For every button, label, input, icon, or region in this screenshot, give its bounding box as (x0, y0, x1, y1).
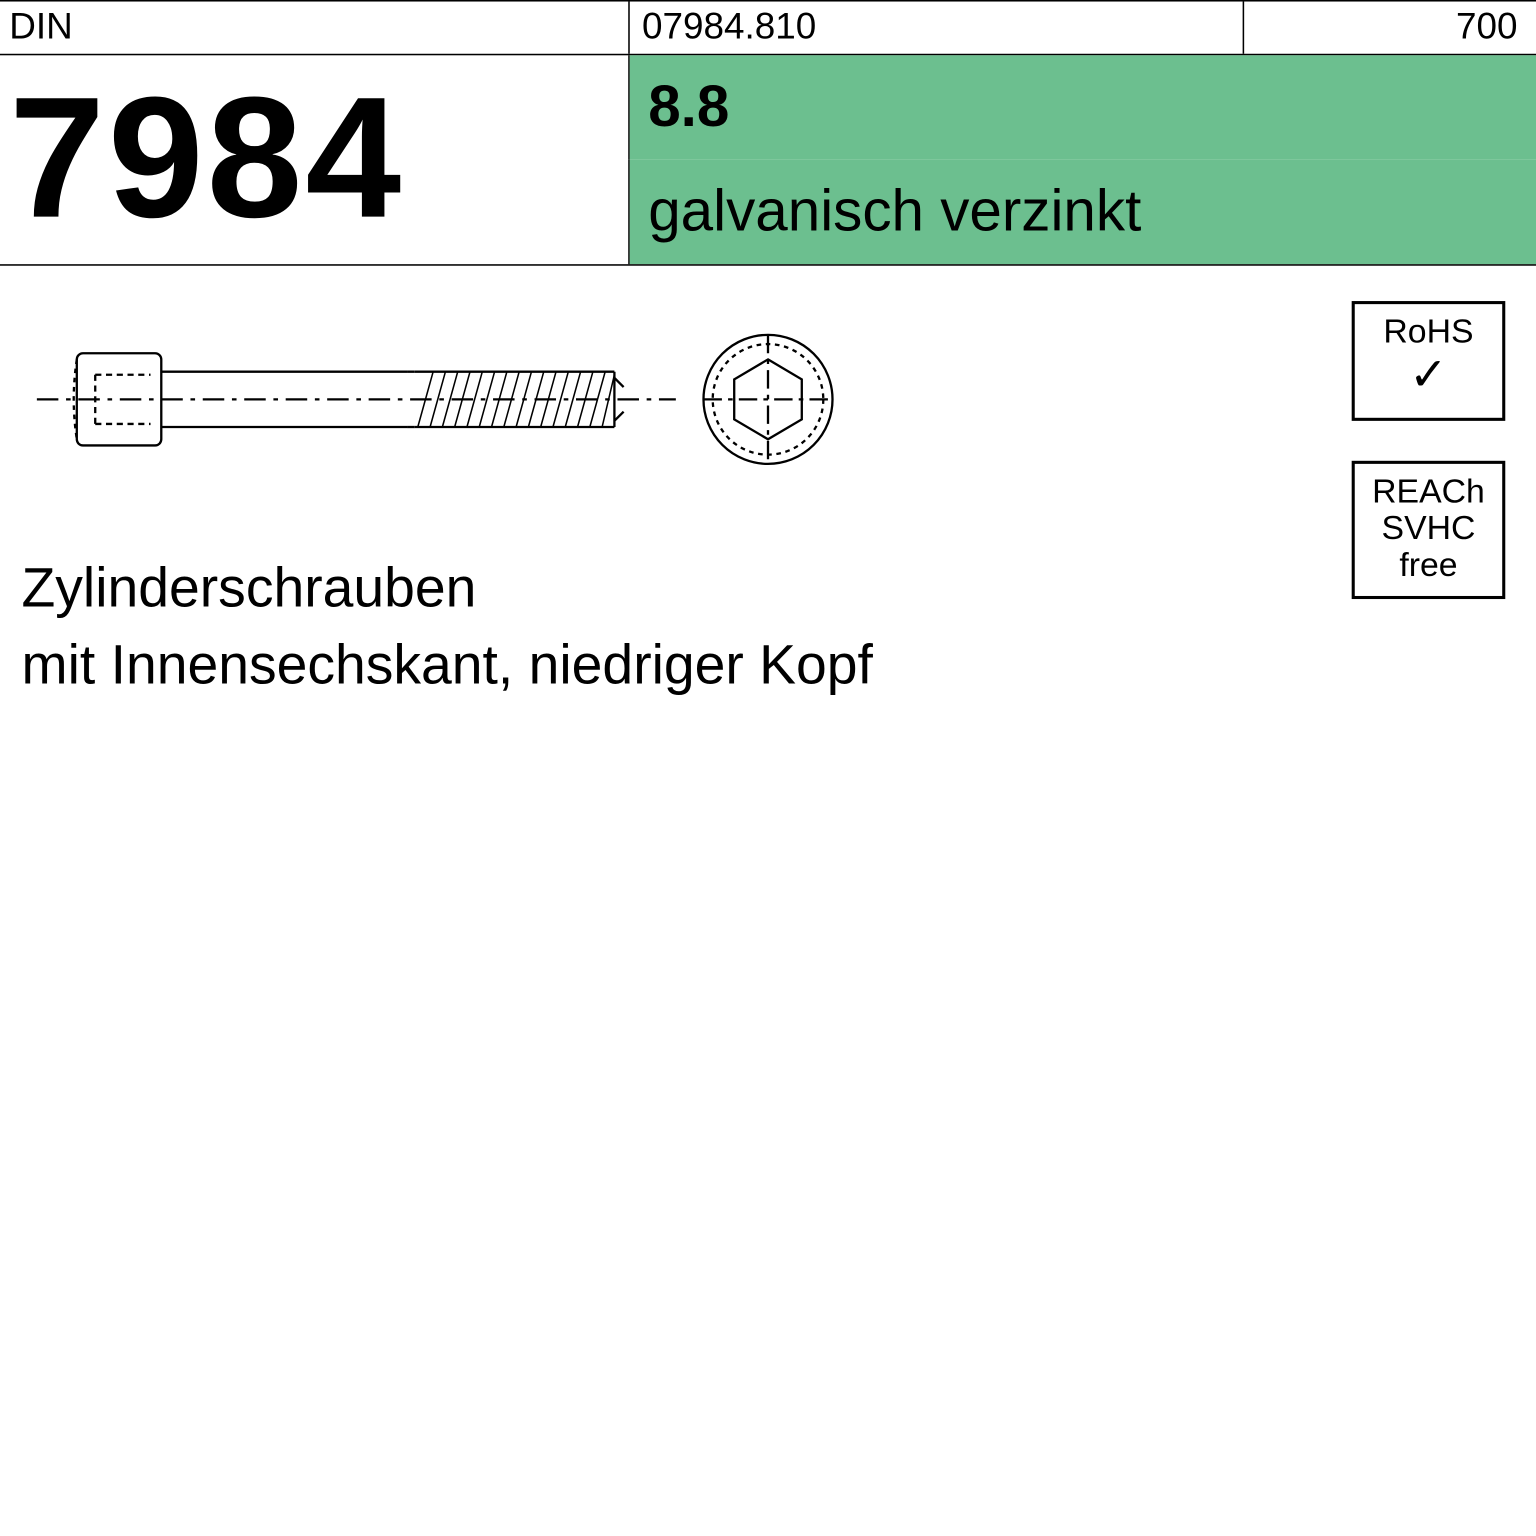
desc-line2: mit Innensechskant, niedriger Kopf (22, 627, 873, 704)
grade-value: 8.8 (630, 55, 1536, 159)
description: Zylinderschrauben mit Innensechskant, ni… (22, 550, 873, 705)
spec-band: 8.8 galvanisch verzinkt 7984 (0, 55, 1536, 264)
check-icon: ✓ (1361, 350, 1496, 401)
reach-line2: SVHC (1361, 510, 1496, 547)
reach-badge: REACh SVHC free (1352, 461, 1506, 599)
header-code: 07984.810 (630, 2, 1244, 54)
header-din: DIN (0, 2, 630, 54)
finish-value: galvanisch verzinkt (630, 160, 1536, 264)
din-number: 7984 (9, 55, 404, 261)
band-divider (0, 264, 1536, 266)
screw-diagram (31, 307, 891, 491)
rohs-label: RoHS (1361, 313, 1496, 350)
header-right: 700 (1244, 2, 1536, 54)
reach-line1: REACh (1361, 473, 1496, 510)
desc-line1: Zylinderschrauben (22, 550, 873, 627)
rohs-badge: RoHS ✓ (1352, 301, 1506, 421)
header-row: DIN 07984.810 700 (0, 0, 1536, 55)
reach-line3: free (1361, 547, 1496, 584)
